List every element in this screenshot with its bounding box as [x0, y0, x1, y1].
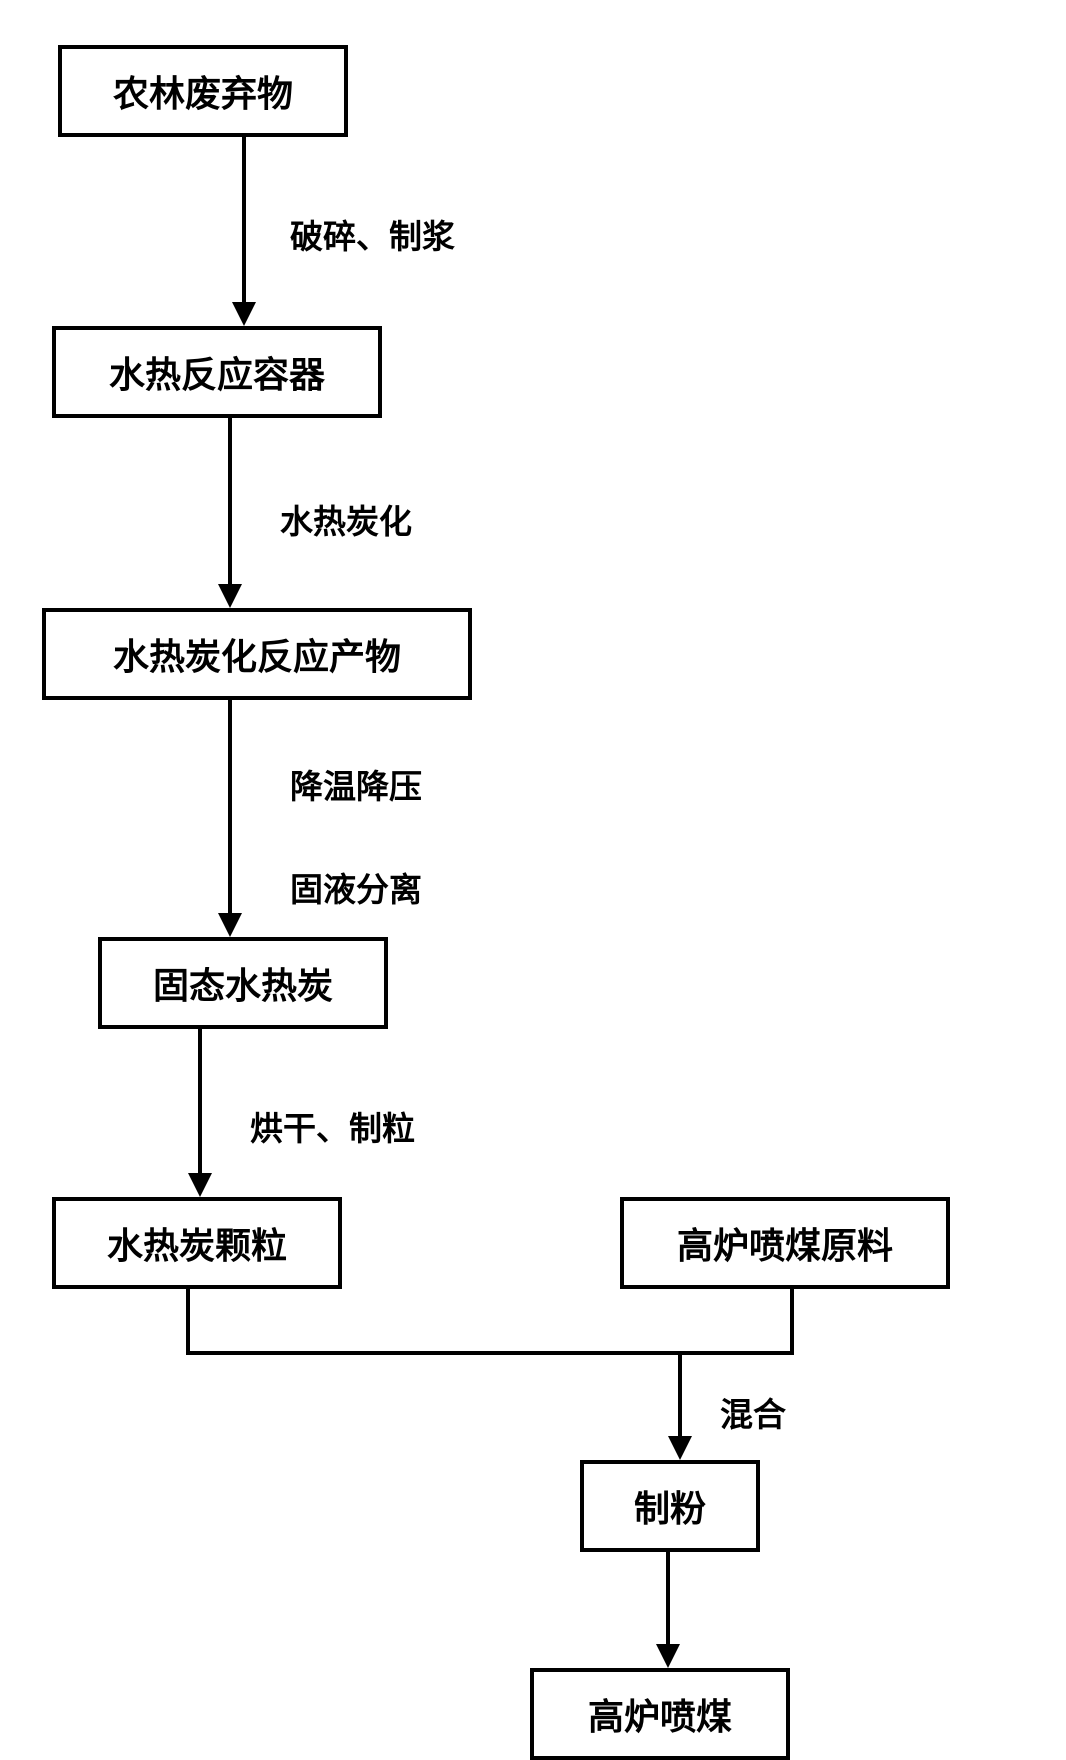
arrow-head-icon: [668, 1436, 692, 1460]
node-hydrochar-pellet: 水热炭颗粒: [52, 1197, 342, 1289]
edge-label-text: 烘干、制粒: [250, 1112, 415, 1148]
node-label: 固态水热炭: [153, 957, 333, 1009]
edge-label: 破碎、制浆: [290, 210, 455, 258]
arrow-head-icon: [656, 1644, 680, 1668]
edge-label-text: 破碎、制浆: [290, 220, 455, 256]
arrow-head-icon: [232, 302, 256, 326]
edge-label: 固液分离: [290, 863, 422, 911]
edge-line: [186, 1351, 794, 1355]
node-blast-furnace-injection: 高炉喷煤: [530, 1668, 790, 1760]
node-label: 水热炭化反应产物: [113, 628, 401, 680]
node-hydrothermal-reactor: 水热反应容器: [52, 326, 382, 418]
node-label: 农林废弃物: [113, 65, 293, 117]
edge-line: [242, 137, 246, 304]
node-agroforestry-waste: 农林废弃物: [58, 45, 348, 137]
node-label: 水热炭颗粒: [107, 1217, 287, 1269]
node-solid-hydrochar: 固态水热炭: [98, 937, 388, 1029]
edge-line: [666, 1552, 670, 1646]
arrow-head-icon: [218, 913, 242, 937]
node-carbonization-product: 水热炭化反应产物: [42, 608, 472, 700]
edge-label: 烘干、制粒: [250, 1102, 415, 1150]
edge-line: [228, 700, 232, 915]
edge-label-text: 水热炭化: [280, 505, 412, 541]
edge-line: [186, 1289, 190, 1351]
node-label: 制粉: [634, 1480, 706, 1532]
edge-line: [678, 1351, 682, 1438]
edge-label: 水热炭化: [280, 495, 412, 543]
edge-line: [790, 1289, 794, 1351]
edge-label-text: 混合: [720, 1398, 786, 1434]
edge-label: 混合: [720, 1388, 786, 1436]
edge-label-text: 固液分离: [290, 873, 422, 909]
node-label: 高炉喷煤: [588, 1688, 732, 1740]
arrow-head-icon: [218, 584, 242, 608]
edge-line: [198, 1029, 202, 1175]
node-blast-furnace-coal-raw: 高炉喷煤原料: [620, 1197, 950, 1289]
node-milling: 制粉: [580, 1460, 760, 1552]
edge-label: 降温降压: [290, 760, 422, 808]
edge-label-text: 降温降压: [290, 770, 422, 806]
node-label: 水热反应容器: [109, 346, 325, 398]
arrow-head-icon: [188, 1173, 212, 1197]
node-label: 高炉喷煤原料: [677, 1217, 893, 1269]
edge-line: [228, 418, 232, 586]
